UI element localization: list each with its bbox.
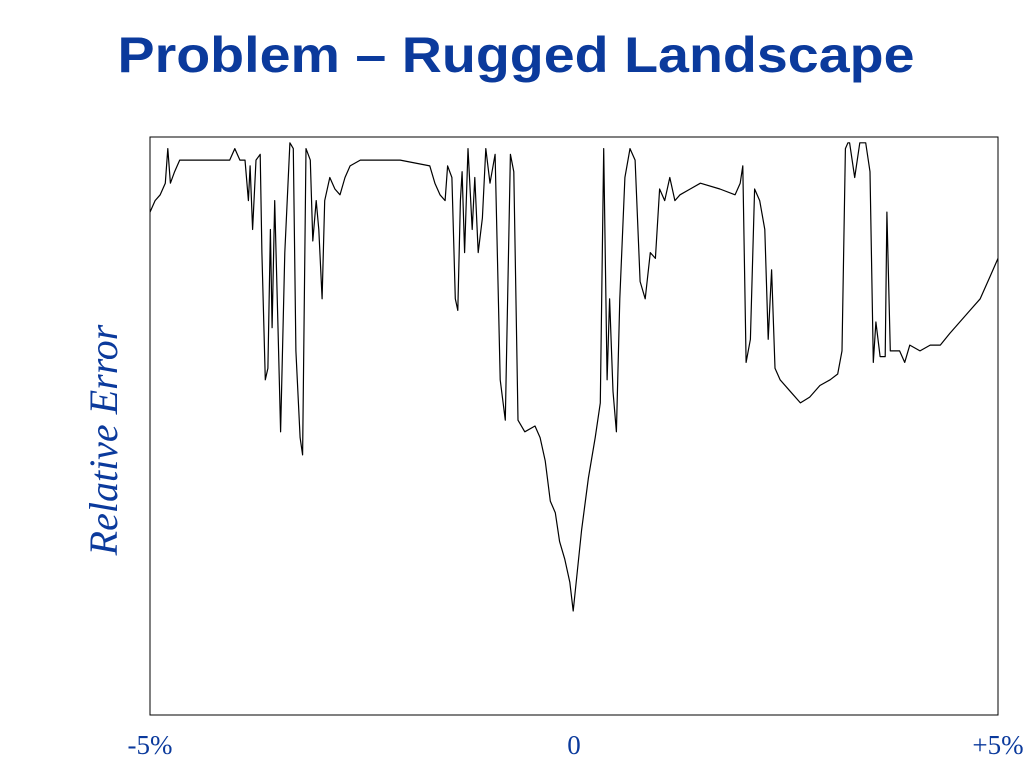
x-tick-label: +5% — [972, 730, 1023, 760]
plot-frame — [149, 136, 999, 716]
x-tick-label: 0 — [567, 730, 581, 760]
y-axis-label: Relative Error — [81, 324, 126, 556]
chart-title: Problem – Rugged Landscape — [118, 27, 915, 83]
data-line — [149, 142, 999, 612]
x-tick-label: -5% — [128, 730, 173, 760]
